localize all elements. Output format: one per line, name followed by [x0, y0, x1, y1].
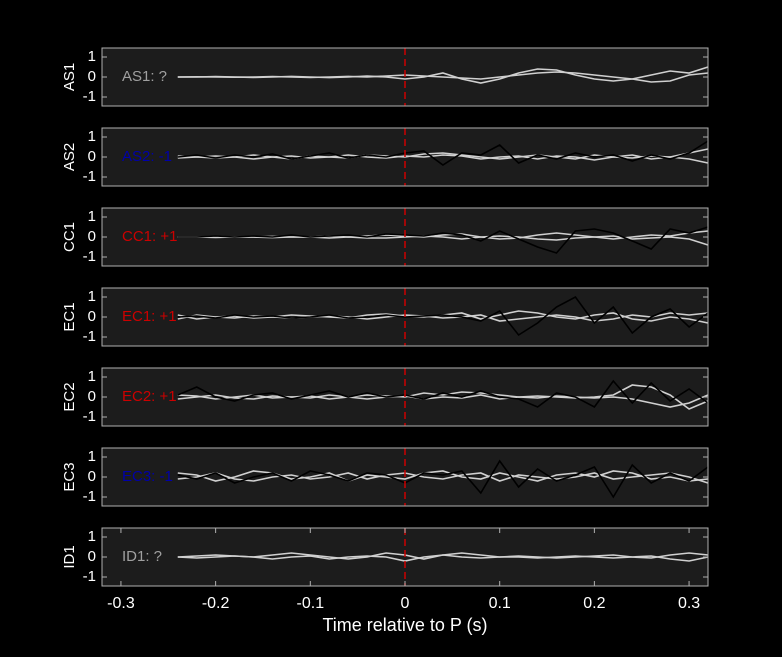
waveform — [177, 226, 709, 254]
y-axis-label: ID1 — [61, 545, 78, 568]
x-tick-label: -0.2 — [202, 595, 230, 612]
y-tick-label: -1 — [83, 568, 96, 585]
y-tick-label: 0 — [88, 68, 96, 85]
y-tick-label: 0 — [88, 388, 96, 405]
y-tick-label: 0 — [88, 548, 96, 565]
y-tick-label: 0 — [88, 148, 96, 165]
x-tick-label: 0 — [401, 595, 410, 612]
waveform — [177, 379, 709, 409]
x-tick-label: 0.1 — [489, 595, 511, 612]
y-axis-label: EC2 — [61, 382, 78, 411]
waveform — [177, 470, 709, 482]
y-axis-label: AS2 — [61, 143, 78, 171]
axes — [177, 295, 709, 337]
y-tick-label: 1 — [88, 208, 96, 225]
y-tick-label: 0 — [88, 228, 96, 245]
annotation: CC1: +1 — [122, 228, 177, 245]
waveform — [177, 472, 709, 484]
y-axis-label: AS1 — [61, 63, 78, 91]
x-axis-label: Time relative to P (s) — [322, 615, 487, 635]
y-tick-label: 1 — [88, 128, 96, 145]
y-tick-label: -1 — [83, 488, 96, 505]
y-tick-label: 0 — [88, 308, 96, 325]
y-tick-label: -1 — [83, 168, 96, 185]
axes — [177, 66, 709, 84]
waveform — [177, 71, 709, 83]
y-axis-label: EC3 — [61, 462, 78, 491]
x-tick-label: -0.1 — [297, 595, 325, 612]
annotation: EC1: +1 — [122, 308, 177, 325]
axes — [177, 459, 709, 499]
y-axis-label: CC1 — [61, 222, 78, 252]
y-tick-label: 1 — [88, 528, 96, 545]
y-tick-label: -1 — [83, 88, 96, 105]
waveform — [177, 295, 709, 337]
y-tick-label: 1 — [88, 368, 96, 385]
y-tick-label: 1 — [88, 48, 96, 65]
annotation: AS1: ? — [122, 68, 167, 85]
axes — [177, 379, 709, 410]
annotation: EC3: -1 — [122, 468, 173, 485]
annotation: ID1: ? — [122, 548, 162, 565]
y-axis-label: EC1 — [61, 302, 78, 331]
annotation: EC2: +1 — [122, 388, 177, 405]
y-tick-label: 1 — [88, 448, 96, 465]
axes — [177, 552, 709, 562]
y-tick-label: 1 — [88, 288, 96, 305]
x-tick-label: 0.2 — [583, 595, 605, 612]
waveform — [177, 554, 709, 562]
x-tick-label: 0.3 — [678, 595, 700, 612]
y-tick-label: 0 — [88, 468, 96, 485]
x-tick-label: -0.3 — [107, 595, 135, 612]
waveform — [177, 140, 709, 166]
y-tick-label: -1 — [83, 248, 96, 265]
annotation: AS2: -1 — [122, 148, 172, 165]
y-tick-label: -1 — [83, 328, 96, 345]
y-tick-label: -1 — [83, 408, 96, 425]
axes — [177, 226, 709, 254]
waveform — [177, 459, 709, 499]
waveform — [177, 394, 709, 408]
axes — [177, 140, 709, 166]
